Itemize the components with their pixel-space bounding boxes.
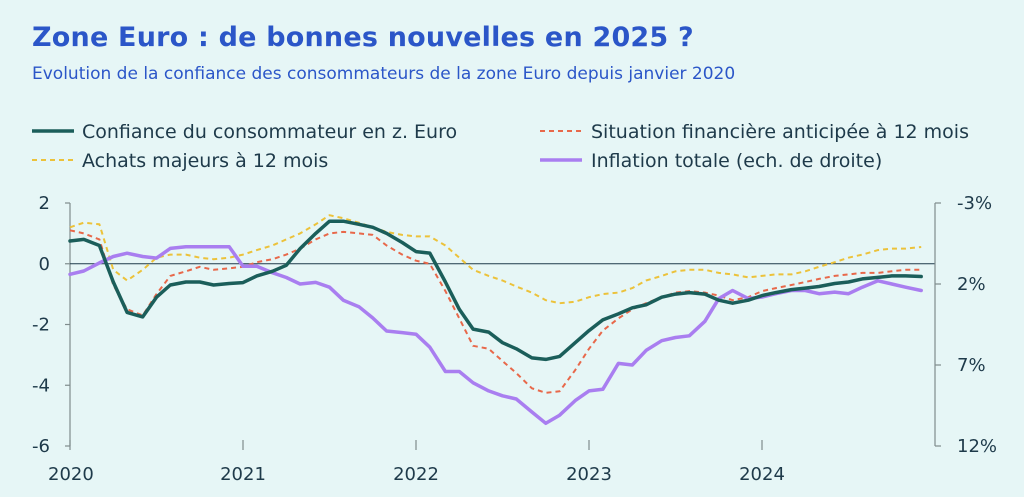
legend: Confiance du consommateur en z. Euro Situ…: [32, 121, 969, 172]
y-left-tick-label: 0: [39, 254, 50, 275]
y-left-tick-label: -2: [32, 315, 50, 336]
series-line-situation-financiere-anticipee-a-12-mois: [69, 229, 922, 394]
legend-label-situation-financiere-anticipee-a-12-mois: Situation financière anticipée à 12 mois: [591, 121, 969, 143]
series-line-inflation-totale-ech-de-droite: [68, 244, 923, 426]
x-tick-label: 2020: [48, 464, 94, 485]
series-line-achats-majeurs-a-12-mois: [69, 214, 922, 305]
y-right-tick-label: 12%: [957, 436, 997, 457]
x-tick-label: 2024: [739, 464, 785, 485]
y-left-tick-label: 2: [39, 193, 50, 214]
y-right-tick-label: 7%: [957, 355, 986, 376]
legend-label-achats-majeurs-a-12-mois: Achats majeurs à 12 mois: [82, 150, 328, 172]
legend-label-confiance-du-consommateur-en-z-euro: Confiance du consommateur en z. Euro: [82, 121, 457, 143]
series-line-confiance-du-consommateur-en-z-euro: [68, 219, 923, 362]
series-layer: [68, 214, 923, 426]
axes: 2 0 -2 -4 -6 -3% 2% 7% 12% 2020 2021 2022 2023 2024: [32, 193, 997, 485]
x-tick-label: 2023: [566, 464, 612, 485]
chart-subtitle: Evolution de la confiance des consommate…: [32, 64, 736, 84]
y-left-tick-label: -4: [32, 375, 50, 396]
y-right-tick-label: -3%: [957, 193, 992, 214]
y-left-tick-label: -6: [32, 436, 50, 457]
chart-title: Zone Euro : de bonnes nouvelles en 2025 …: [32, 22, 694, 53]
y-right-tick-label: 2%: [957, 274, 986, 295]
x-tick-label: 2022: [393, 464, 439, 485]
x-tick-label: 2021: [220, 464, 266, 485]
legend-label-inflation-totale-ech-de-droite: Inflation totale (ech. de droite): [591, 150, 882, 172]
